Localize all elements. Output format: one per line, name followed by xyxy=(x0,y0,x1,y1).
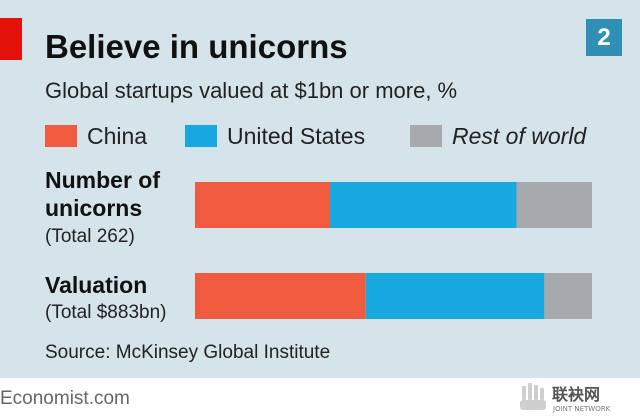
bar-segment-china-valuation xyxy=(195,273,366,319)
row-total-valuation: (Total $883bn) xyxy=(45,302,167,323)
row-label-unicorns-line2: unicorns xyxy=(45,195,143,221)
source-note: Source: McKinsey Global Institute xyxy=(45,342,331,363)
legend-swatch-rest-of-world xyxy=(410,125,442,147)
stacked-bar-chart xyxy=(195,182,592,319)
watermark-text: 联袂网 xyxy=(552,385,600,404)
row-total-unicorns: (Total 262) xyxy=(45,226,135,247)
bar-segment-united-states-number-of-unicorns xyxy=(329,182,517,228)
legend-swatch-united-states xyxy=(185,125,217,147)
legend-item-rest-of-world: Rest of world xyxy=(410,122,586,150)
legend-item-united-states: United States xyxy=(185,122,365,150)
bar-segment-rest-of-world-valuation xyxy=(544,273,592,319)
legend-label-china: China xyxy=(87,122,148,149)
legend-label-rest-of-world: Rest of world xyxy=(452,122,587,149)
chart-subtitle: Global startups valued at $1bn or more, … xyxy=(45,78,458,103)
footer-brand: Economist.com xyxy=(0,388,130,409)
chart-title: Believe in unicorns xyxy=(45,28,348,65)
legend-swatch-china xyxy=(45,125,77,147)
bar-segment-united-states-valuation xyxy=(365,273,545,319)
watermark-logo: 联袂网 JOINT NETWORK xyxy=(520,383,611,413)
legend-label-united-states: United States xyxy=(227,122,366,149)
bar-segment-china-number-of-unicorns xyxy=(195,182,330,228)
bar-segment-rest-of-world-number-of-unicorns xyxy=(516,182,592,228)
watermark-subtext: JOINT NETWORK xyxy=(552,405,611,413)
brand-red-tag xyxy=(0,18,22,60)
row-label-unicorns-line1: Number of xyxy=(45,167,160,193)
legend-item-china: China xyxy=(45,122,147,150)
chart-number-badge: 2 xyxy=(586,19,622,56)
row-label-valuation: Valuation xyxy=(45,272,148,298)
